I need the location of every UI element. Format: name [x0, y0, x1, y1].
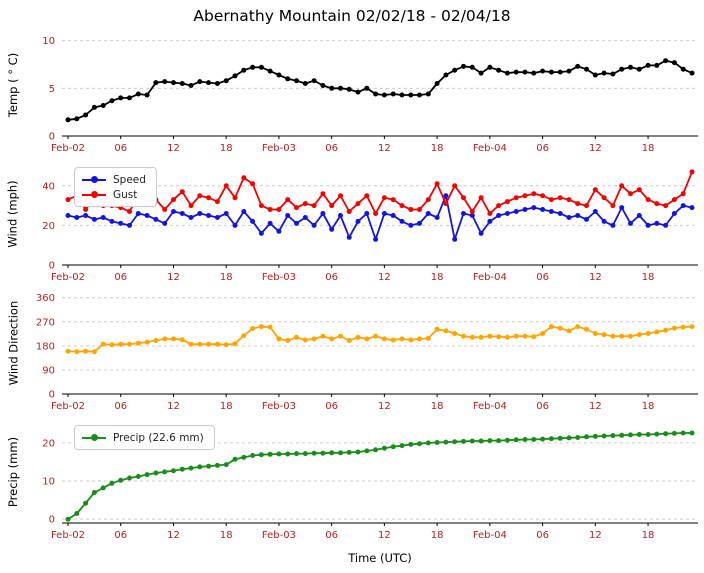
- svg-text:18: 18: [220, 401, 233, 412]
- svg-text:0: 0: [49, 132, 55, 143]
- gust-legend-label: Gust: [113, 188, 138, 201]
- svg-text:18: 18: [220, 530, 233, 541]
- svg-text:0: 0: [49, 261, 55, 272]
- svg-text:06: 06: [536, 401, 549, 412]
- svg-text:Feb-03: Feb-03: [262, 272, 296, 283]
- svg-text:Feb-04: Feb-04: [473, 401, 507, 412]
- direction-y-axis-label: Wind Direction: [6, 300, 21, 385]
- svg-text:20: 20: [42, 221, 55, 232]
- svg-text:12: 12: [378, 272, 391, 283]
- svg-text:20: 20: [42, 438, 55, 449]
- svg-text:06: 06: [536, 272, 549, 283]
- precip-y-axis-label: Precip (mm): [6, 436, 21, 507]
- svg-text:18: 18: [642, 401, 655, 412]
- direction-y-axis-label-wrap: Wind Direction: [0, 291, 26, 394]
- svg-text:Feb-02: Feb-02: [51, 401, 85, 412]
- svg-text:18: 18: [431, 401, 444, 412]
- svg-text:Feb-03: Feb-03: [262, 401, 296, 412]
- svg-text:5: 5: [49, 84, 55, 95]
- svg-text:Feb-02: Feb-02: [51, 143, 85, 154]
- svg-text:06: 06: [325, 530, 338, 541]
- svg-text:360: 360: [36, 293, 55, 304]
- gust-line-swatch: [82, 191, 106, 198]
- svg-text:10: 10: [42, 36, 55, 47]
- svg-text:12: 12: [589, 272, 602, 283]
- svg-text:0: 0: [49, 390, 55, 401]
- svg-text:Feb-03: Feb-03: [262, 143, 296, 154]
- svg-text:12: 12: [589, 143, 602, 154]
- svg-text:12: 12: [378, 401, 391, 412]
- svg-text:18: 18: [642, 143, 655, 154]
- svg-text:Feb-02: Feb-02: [51, 272, 85, 283]
- svg-text:06: 06: [536, 530, 549, 541]
- temp-y-axis-label: Temp ( ° C): [6, 52, 20, 117]
- svg-text:18: 18: [220, 272, 233, 283]
- chart-title: Abernathy Mountain 02/02/18 - 02/04/18: [193, 7, 511, 25]
- legend-item-precip: Precip (22.6 mm): [82, 430, 204, 445]
- legend-item-speed: Speed: [82, 172, 146, 187]
- svg-text:12: 12: [589, 401, 602, 412]
- speed-line-swatch: [82, 176, 106, 183]
- speed-legend-label: Speed: [113, 173, 146, 186]
- wind-y-axis-label-wrap: Wind (mph): [0, 162, 26, 265]
- svg-text:18: 18: [220, 143, 233, 154]
- svg-text:18: 18: [642, 530, 655, 541]
- svg-text:10: 10: [42, 477, 55, 488]
- svg-text:06: 06: [114, 530, 127, 541]
- x-axis-label: Time (UTC): [348, 551, 412, 565]
- svg-text:18: 18: [642, 272, 655, 283]
- svg-text:06: 06: [325, 143, 338, 154]
- svg-text:Feb-02: Feb-02: [51, 530, 85, 541]
- svg-text:18: 18: [431, 530, 444, 541]
- wind-legend: Speed Gust: [74, 167, 157, 207]
- precip-line-swatch: [82, 434, 106, 441]
- svg-text:Feb-04: Feb-04: [473, 143, 507, 154]
- svg-text:12: 12: [589, 530, 602, 541]
- svg-text:06: 06: [536, 143, 549, 154]
- svg-text:Feb-03: Feb-03: [262, 530, 296, 541]
- precip-legend: Precip (22.6 mm): [74, 425, 215, 450]
- svg-text:Feb-04: Feb-04: [473, 530, 507, 541]
- svg-text:180: 180: [36, 341, 55, 352]
- precip-legend-label: Precip (22.6 mm): [113, 431, 204, 444]
- svg-text:06: 06: [114, 401, 127, 412]
- svg-text:90: 90: [42, 365, 55, 376]
- svg-text:06: 06: [325, 401, 338, 412]
- temp-y-axis-label-wrap: Temp ( ° C): [0, 33, 26, 136]
- svg-text:0: 0: [49, 515, 55, 526]
- svg-text:40: 40: [42, 181, 55, 192]
- svg-text:06: 06: [325, 272, 338, 283]
- svg-text:Feb-04: Feb-04: [473, 272, 507, 283]
- svg-text:12: 12: [167, 401, 180, 412]
- svg-text:18: 18: [431, 272, 444, 283]
- svg-text:12: 12: [378, 530, 391, 541]
- svg-text:12: 12: [167, 143, 180, 154]
- svg-text:12: 12: [167, 272, 180, 283]
- svg-text:12: 12: [378, 143, 391, 154]
- svg-text:06: 06: [114, 143, 127, 154]
- precip-y-axis-label-wrap: Precip (mm): [0, 420, 26, 523]
- svg-text:270: 270: [36, 317, 55, 328]
- wind-y-axis-label: Wind (mph): [6, 179, 21, 248]
- svg-text:18: 18: [431, 143, 444, 154]
- legend-item-gust: Gust: [82, 187, 146, 202]
- svg-text:06: 06: [114, 272, 127, 283]
- svg-text:12: 12: [167, 530, 180, 541]
